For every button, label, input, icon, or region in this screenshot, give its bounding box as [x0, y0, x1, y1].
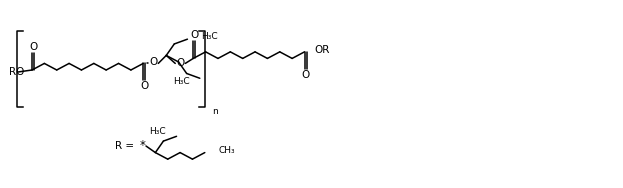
Text: O: O — [302, 70, 310, 80]
Text: O: O — [149, 57, 158, 67]
Text: R =: R = — [115, 141, 134, 151]
Text: O: O — [140, 81, 148, 91]
Text: OR: OR — [315, 45, 330, 55]
Text: H₃C: H₃C — [201, 32, 218, 41]
Text: *: * — [140, 139, 146, 152]
Text: H₃C: H₃C — [173, 77, 189, 86]
Text: O: O — [190, 30, 198, 40]
Text: O: O — [176, 58, 184, 68]
Text: CH₃: CH₃ — [219, 146, 235, 155]
Text: n: n — [212, 108, 218, 117]
Text: O: O — [29, 42, 37, 52]
Text: RO: RO — [9, 67, 24, 77]
Text: H₃C: H₃C — [150, 127, 166, 136]
